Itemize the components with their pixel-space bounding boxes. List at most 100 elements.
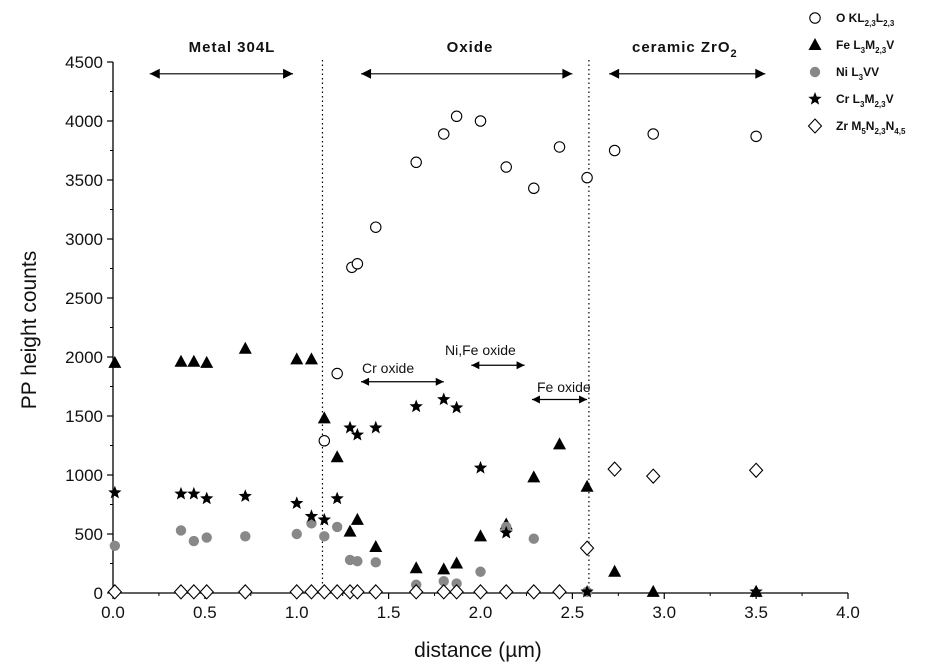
cr-point [238, 489, 252, 502]
fe-oxide-arrow-right [579, 395, 588, 404]
legend-label-fe: Fe L3M2,3V [836, 38, 894, 55]
x-tick-label: 1.5 [377, 603, 401, 622]
fe-point [238, 341, 252, 354]
ni-point [291, 528, 302, 540]
zr-point [607, 461, 622, 477]
legend-label-part: 3 [859, 73, 864, 82]
zr-point [329, 584, 345, 600]
zr-point [238, 584, 253, 600]
nife-oxide-arrow-left [471, 361, 480, 370]
x-tick-label: 2.5 [561, 603, 585, 622]
legend-label-part: 2,3 [874, 100, 886, 109]
cr-point [473, 460, 488, 474]
y-tick-label: 2500 [65, 289, 103, 308]
zr-point [436, 584, 452, 600]
cr-oxide-arrow-left [361, 377, 370, 386]
y-tick-label: 0 [94, 584, 103, 603]
fe-point [304, 352, 318, 365]
cr-point [187, 486, 201, 500]
oxide-arrow-left [361, 68, 372, 79]
zr-point [526, 584, 542, 600]
fe-point [450, 556, 464, 569]
legend-label-part: M [865, 38, 875, 52]
series-cr [108, 392, 763, 598]
y-tick-label: 500 [75, 525, 103, 544]
cr-point [317, 512, 331, 526]
cr-point [330, 491, 344, 505]
y-tick-label: 4500 [65, 53, 103, 72]
oxide-arrow-right [562, 68, 573, 79]
legend-label-part: L [876, 11, 883, 25]
o-point [331, 367, 343, 380]
x-tick-label: 2.0 [469, 603, 493, 622]
legend-label-part: 3 [861, 46, 866, 55]
legend-label-part: Ni L [836, 65, 859, 79]
ni-point [451, 578, 462, 589]
ni-point [475, 566, 486, 577]
metal-arrow-left [149, 68, 160, 79]
legend-label-o: O KL2,3L2,3 [836, 11, 895, 28]
zr-point [498, 584, 514, 600]
fe-point [437, 562, 451, 575]
o-point [750, 130, 762, 143]
ceramic-arrow-left [609, 68, 620, 79]
legend-label-part: V [886, 38, 894, 52]
legend-label-ni: Ni L3VV [836, 65, 879, 82]
zr-point [473, 584, 488, 600]
cr-point [409, 399, 423, 413]
o-point [553, 141, 566, 153]
fe-point [646, 584, 660, 597]
ni-point [240, 531, 251, 542]
cr-point [369, 420, 383, 434]
cr-point [304, 509, 319, 522]
fe-point [369, 539, 383, 552]
y-tick-label: 2000 [65, 348, 103, 367]
legend-label-cr: Cr L3M2,3V [836, 92, 894, 109]
oxide-region-label: Oxide [447, 39, 494, 56]
fe-oxide-label: Fe oxide [537, 379, 591, 395]
y-tick-label: 3000 [65, 230, 103, 249]
fe-point [350, 512, 364, 525]
legend-label-part: VV [863, 65, 879, 79]
y-axis-label: PP height counts [18, 251, 41, 409]
ni-point [319, 531, 330, 542]
y-tick-label: 1500 [65, 407, 103, 426]
x-tick-label: 3.0 [652, 603, 676, 622]
axes [112, 62, 848, 594]
x-tick-label: 0.5 [193, 603, 217, 622]
cr-point [350, 427, 365, 441]
o-point [318, 435, 331, 447]
fe-point [409, 561, 423, 574]
region-dividers [321, 60, 590, 593]
ni-point [528, 533, 539, 544]
zr-point [304, 584, 319, 600]
legend-label-part: 2,3 [875, 46, 887, 55]
ni-point [438, 576, 449, 587]
zr-point [317, 584, 332, 600]
fe-point [187, 354, 201, 367]
legend-label-part: N [886, 119, 895, 133]
zr-point [199, 584, 214, 600]
cr-point [290, 496, 304, 509]
fe-point [290, 352, 304, 365]
fe-point [330, 450, 344, 463]
x-axis-label: distance (µm) [414, 639, 542, 662]
zr-point [368, 584, 384, 600]
o-point [370, 221, 382, 233]
zr-point [579, 540, 595, 556]
fe-point [174, 354, 188, 367]
ni-point [188, 535, 200, 547]
y-tick-label: 4000 [65, 112, 103, 131]
o-point [450, 110, 463, 123]
legend-label-part: Cr L [836, 92, 860, 106]
x-tick-label: 4.0 [836, 603, 860, 622]
legend-label-part: 2,3 [874, 127, 886, 136]
fe-point [108, 355, 122, 368]
cr-point [749, 584, 763, 598]
legend-label-part: M [864, 92, 874, 106]
zr-point [350, 584, 365, 600]
zr-point [552, 584, 567, 600]
nife-oxide-arrow-right [516, 361, 525, 370]
y-tick-label: 3500 [65, 171, 103, 190]
